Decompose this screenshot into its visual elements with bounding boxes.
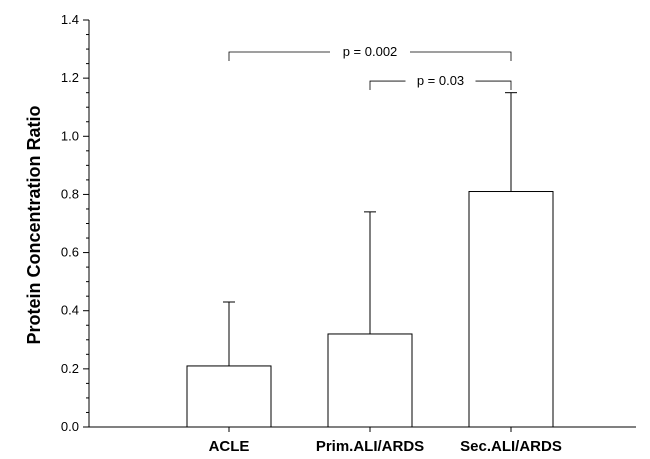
y-tick-label: 0.0 [61, 419, 79, 434]
y-tick-label: 0.8 [61, 186, 79, 201]
bar-3 [468, 191, 554, 428]
y-tick-label: 1.4 [61, 12, 79, 27]
significance-bracket-right [410, 51, 512, 61]
x-category-label: Sec.ALI/ARDS [460, 438, 562, 455]
y-tick-label: 1.0 [61, 128, 79, 143]
x-category-label: Prim.ALI/ARDS [316, 438, 424, 455]
bar-1 [186, 365, 272, 428]
significance-bracket-left [369, 80, 406, 91]
y-tick-label: 0.2 [61, 361, 79, 376]
y-axis-title: Protein Concentration Ratio [24, 105, 44, 344]
significance-bracket-right [475, 80, 512, 91]
x-category-label: ACLE [209, 438, 250, 455]
significance-label: p = 0.002 [343, 44, 398, 59]
y-tick-label: 0.4 [61, 303, 79, 318]
significance-label: p = 0.03 [417, 73, 464, 88]
significance-bracket-left [228, 51, 330, 61]
y-tick-label: 1.2 [61, 70, 79, 85]
y-tick-label: 0.6 [61, 245, 79, 260]
bar-2 [327, 333, 413, 428]
